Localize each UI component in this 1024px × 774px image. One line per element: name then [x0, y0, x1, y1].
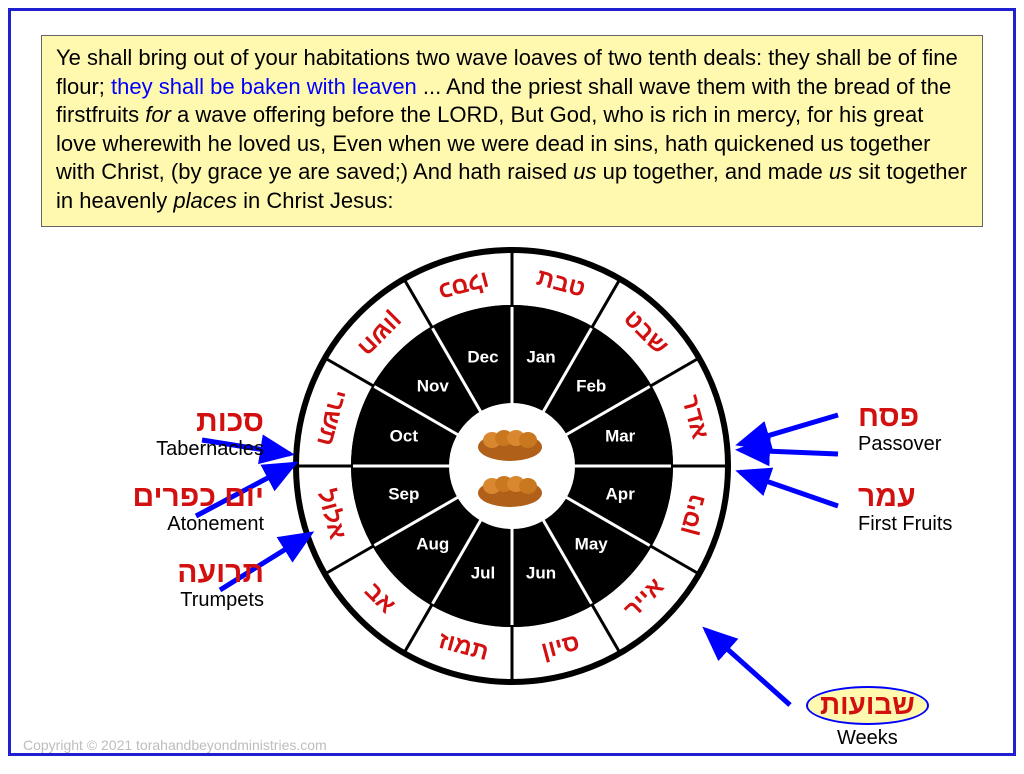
feast-hebrew: תרועה	[177, 556, 264, 589]
center-bread-loaves	[440, 412, 580, 529]
english-month-label: Nov	[417, 376, 450, 395]
english-month-label: Dec	[467, 347, 498, 366]
english-month-label: Oct	[390, 426, 419, 445]
english-month-label: Jul	[471, 564, 496, 583]
feast-hebrew: יום כפרים	[132, 480, 264, 513]
feast-trumpets: תרועה Trumpets	[177, 556, 264, 612]
feast-passover: פסח Passover	[858, 400, 941, 456]
weeks-highlight-oval: שבועות	[806, 686, 929, 725]
feast-tabernacles: סכות Tabernacles	[156, 405, 264, 461]
feast-english: Passover	[858, 433, 941, 456]
english-month-label: Sep	[388, 484, 419, 503]
feast-english: Tabernacles	[156, 438, 264, 461]
feast-hebrew: סכות	[156, 405, 264, 438]
copyright-text: Copyright © 2021 torahandbeyondministrie…	[23, 737, 327, 753]
feast-english: First Fruits	[858, 513, 952, 536]
feast-firstfruits: עמר First Fruits	[858, 480, 952, 536]
feast-hebrew: עמר	[858, 480, 952, 513]
scripture-text: Ye shall bring out of your habitations t…	[56, 44, 968, 216]
feast-english: Trumpets	[177, 589, 264, 612]
feast-weeks: שבועות Weeks	[806, 686, 929, 750]
scripture-highlight: they shall be baken with leaven	[111, 74, 417, 99]
feast-hebrew: פסח	[858, 400, 941, 433]
feast-atonement: יום כפרים Atonement	[132, 480, 264, 536]
scripture-box: Ye shall bring out of your habitations t…	[41, 35, 983, 227]
english-month-label: Apr	[606, 484, 636, 503]
feast-english: Atonement	[132, 513, 264, 536]
english-month-label: Jan	[526, 347, 555, 366]
feast-english: Weeks	[806, 727, 929, 750]
english-month-label: Jun	[526, 564, 556, 583]
english-month-label: Aug	[416, 535, 449, 554]
feast-hebrew: שבועות	[820, 689, 915, 720]
english-month-label: Feb	[576, 376, 606, 395]
english-month-label: Mar	[605, 426, 636, 445]
english-month-label: May	[575, 535, 609, 554]
